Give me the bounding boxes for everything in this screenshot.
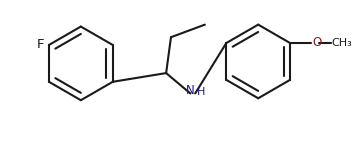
Text: O: O (312, 36, 321, 49)
Text: H: H (197, 87, 205, 97)
Text: F: F (37, 37, 44, 50)
Text: CH₃: CH₃ (332, 38, 352, 48)
Text: N: N (186, 84, 195, 97)
